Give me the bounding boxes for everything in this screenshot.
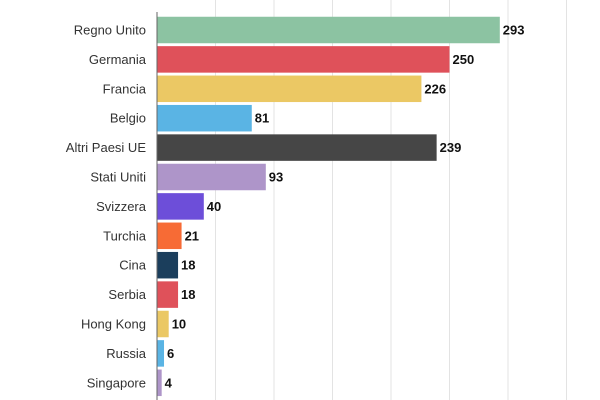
category-labels: Regno Unito Germania Francia Belgio Altri Pa… [66, 23, 147, 391]
value-label: 81 [255, 111, 269, 126]
value-label: 18 [181, 287, 195, 302]
category-label: Germania [89, 52, 147, 67]
category-label: Svizzera [96, 199, 147, 214]
value-label: 93 [269, 170, 283, 185]
category-label: Turchia [103, 228, 147, 243]
value-label: 239 [440, 140, 462, 155]
category-label: Regno Unito [74, 23, 146, 38]
value-label: 10 [172, 317, 186, 332]
value-label: 226 [424, 81, 446, 96]
value-label: 18 [181, 258, 195, 273]
value-label: 4 [165, 375, 173, 390]
bar [157, 281, 179, 308]
value-label: 250 [453, 52, 475, 67]
category-label: Hong Kong [81, 317, 146, 332]
bar [157, 340, 165, 367]
value-label: 6 [167, 346, 174, 361]
bar [157, 193, 204, 220]
bar [157, 251, 179, 279]
category-label: Altri Paesi UE [66, 140, 147, 155]
bar [157, 104, 252, 132]
category-label: Russia [106, 346, 147, 361]
bar [157, 310, 169, 338]
value-label: 293 [503, 23, 525, 38]
bar [157, 369, 162, 397]
bar [157, 16, 500, 44]
category-label: Belgio [110, 111, 146, 126]
category-label: Serbia [108, 287, 146, 302]
bar [157, 163, 266, 191]
bar [157, 134, 437, 161]
bar [157, 222, 182, 250]
bar [157, 75, 422, 103]
category-label: Singapore [87, 375, 146, 390]
value-label: 40 [207, 199, 221, 214]
category-label: Francia [103, 81, 147, 96]
bars [157, 16, 500, 397]
category-label: Stati Uniti [90, 170, 146, 185]
bar [157, 46, 450, 73]
value-label: 21 [185, 228, 199, 243]
category-label: Cina [119, 258, 147, 273]
value-labels: 293 250 226 81 239 93 40 21 18 18 10 6 4 [165, 23, 525, 391]
